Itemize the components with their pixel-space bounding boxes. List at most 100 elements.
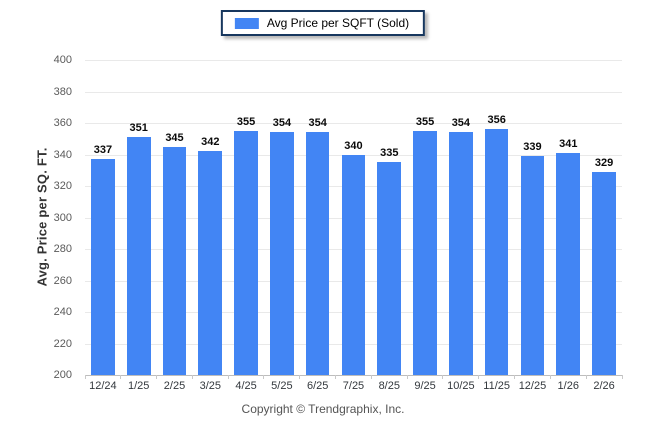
y-tick-label-320: 320 (53, 180, 72, 192)
x-axis-tick (156, 375, 158, 379)
x-axis-label-6/25: 6/25 (306, 380, 329, 392)
bar-value-label: 354 (308, 117, 327, 130)
x-axis-tick (370, 375, 372, 379)
bar-value-label: 337 (93, 144, 113, 157)
bars-container: 337 351 345 342 355 354 354 340 335 355 354 356 339 3… (85, 60, 622, 375)
bar (198, 151, 223, 375)
bar-column-2/26: 329 (586, 60, 622, 375)
bar (234, 130, 258, 375)
bar-value-label: 354 (272, 117, 292, 130)
x-axis-tick (549, 375, 551, 379)
legend-swatch-icon (234, 17, 259, 29)
x-axis-label-7/25: 7/25 (342, 380, 365, 392)
bar-column-7/25: 340 (336, 60, 372, 375)
bar-column-3/25: 342 (192, 60, 228, 375)
bar (377, 162, 402, 375)
bar-column-5/25: 354 (264, 60, 300, 375)
bar-column-8/25: 335 (371, 60, 407, 375)
gridline-200 (85, 375, 622, 376)
x-axis-tick (299, 375, 301, 379)
bar-column-12/25: 339 (515, 60, 551, 375)
x-axis-tick (621, 375, 623, 379)
y-tick-label-220: 220 (53, 337, 72, 350)
y-tick-label-240: 240 (53, 306, 72, 318)
legend-label: Avg Price per SQFT (Sold) (266, 16, 410, 30)
bar (305, 132, 330, 375)
bar (341, 154, 366, 375)
bar-value-label: 329 (594, 156, 614, 169)
x-axis-label-11/25: 11/25 (483, 380, 511, 392)
bar-column-4/25: 355 (228, 60, 264, 375)
x-axis-tick (478, 375, 480, 379)
bar (592, 171, 616, 375)
bar-value-label: 355 (415, 115, 435, 128)
bar-value-label: 342 (201, 136, 220, 149)
bar-column-9/25: 355 (407, 60, 443, 375)
bar-column-11/25: 356 (479, 60, 515, 375)
x-axis-label-2/26: 2/26 (593, 380, 615, 392)
bar-value-label: 351 (129, 122, 148, 135)
x-axis-tick (84, 375, 86, 379)
bar (270, 132, 294, 375)
bar-value-label: 355 (236, 115, 256, 128)
y-tick-label-200: 200 (53, 369, 72, 381)
bar-column-2/25: 345 (157, 60, 193, 375)
x-axis-label-4/25: 4/25 (235, 380, 257, 392)
bar-value-label: 345 (165, 131, 184, 144)
bar (484, 129, 509, 375)
bar-value-label: 354 (451, 117, 471, 130)
bar (556, 152, 581, 375)
x-axis-labels: 12/24 1/25 2/25 3/25 4/25 5/25 6/25 7/25 8/25 9/2… (85, 380, 622, 393)
bar-value-label: 341 (559, 137, 578, 150)
bar-column-12/24: 337 (85, 60, 121, 375)
bar-column-1/25: 351 (121, 60, 157, 375)
y-tick-label-400: 400 (53, 54, 72, 66)
x-axis-tick (120, 375, 122, 379)
gridline-400 (85, 60, 622, 61)
x-axis-tick (335, 375, 337, 379)
bar (520, 156, 545, 375)
x-axis-label-1/26: 1/26 (557, 380, 579, 392)
y-tick-label-360: 360 (53, 117, 72, 129)
bar-column-1/26: 341 (550, 60, 586, 375)
bar (449, 132, 473, 375)
bar (413, 130, 437, 375)
x-axis-label-12/24: 12/24 (89, 380, 117, 392)
x-axis-ticks (84, 375, 623, 380)
x-axis-label-3/25: 3/25 (199, 380, 221, 392)
x-axis-label-10/25: 10/25 (447, 380, 475, 392)
x-axis-label-9/25: 9/25 (414, 380, 436, 392)
x-axis-label-2/25: 2/25 (163, 380, 186, 392)
copyright-text: Copyright © Trendgraphix, Inc. (241, 402, 405, 416)
x-axis-label-8/25: 8/25 (378, 380, 400, 392)
bar-value-label: 356 (487, 114, 506, 127)
bar-column-6/25: 354 (300, 60, 336, 375)
y-tick-label-380: 380 (53, 85, 72, 98)
x-axis-tick (191, 375, 193, 379)
x-axis-label-1/25: 1/25 (127, 380, 150, 392)
y-tick-label-340: 340 (53, 148, 72, 161)
plot-area: 337 351 345 342 355 354 354 340 335 355 354 356 339 3… (85, 60, 622, 376)
bar-value-label: 339 (523, 141, 542, 154)
y-axis-tick-labels: 400 380 360 340 320 300 280 260 240 220 200 (0, 54, 78, 381)
legend: Avg Price per SQFT (Sold) (220, 10, 426, 36)
y-tick-label-300: 300 (53, 211, 72, 224)
x-axis-tick (585, 375, 587, 379)
y-tick-label-260: 260 (53, 274, 72, 287)
x-axis-tick (406, 375, 408, 379)
bar (126, 137, 151, 375)
gridline-360 (85, 123, 622, 124)
x-axis-tick (263, 375, 265, 379)
y-tick-label-280: 280 (53, 243, 72, 255)
bar (91, 159, 115, 375)
x-axis-tick (442, 375, 444, 379)
bar-column-10/25: 354 (443, 60, 479, 375)
bar-value-label: 340 (344, 139, 363, 152)
bar-value-label: 335 (380, 147, 399, 160)
x-axis-label-5/25: 5/25 (271, 380, 293, 392)
x-axis-tick (514, 375, 516, 379)
bar (162, 146, 187, 375)
x-axis-label-12/25: 12/25 (518, 380, 547, 392)
x-axis-tick (227, 375, 229, 379)
